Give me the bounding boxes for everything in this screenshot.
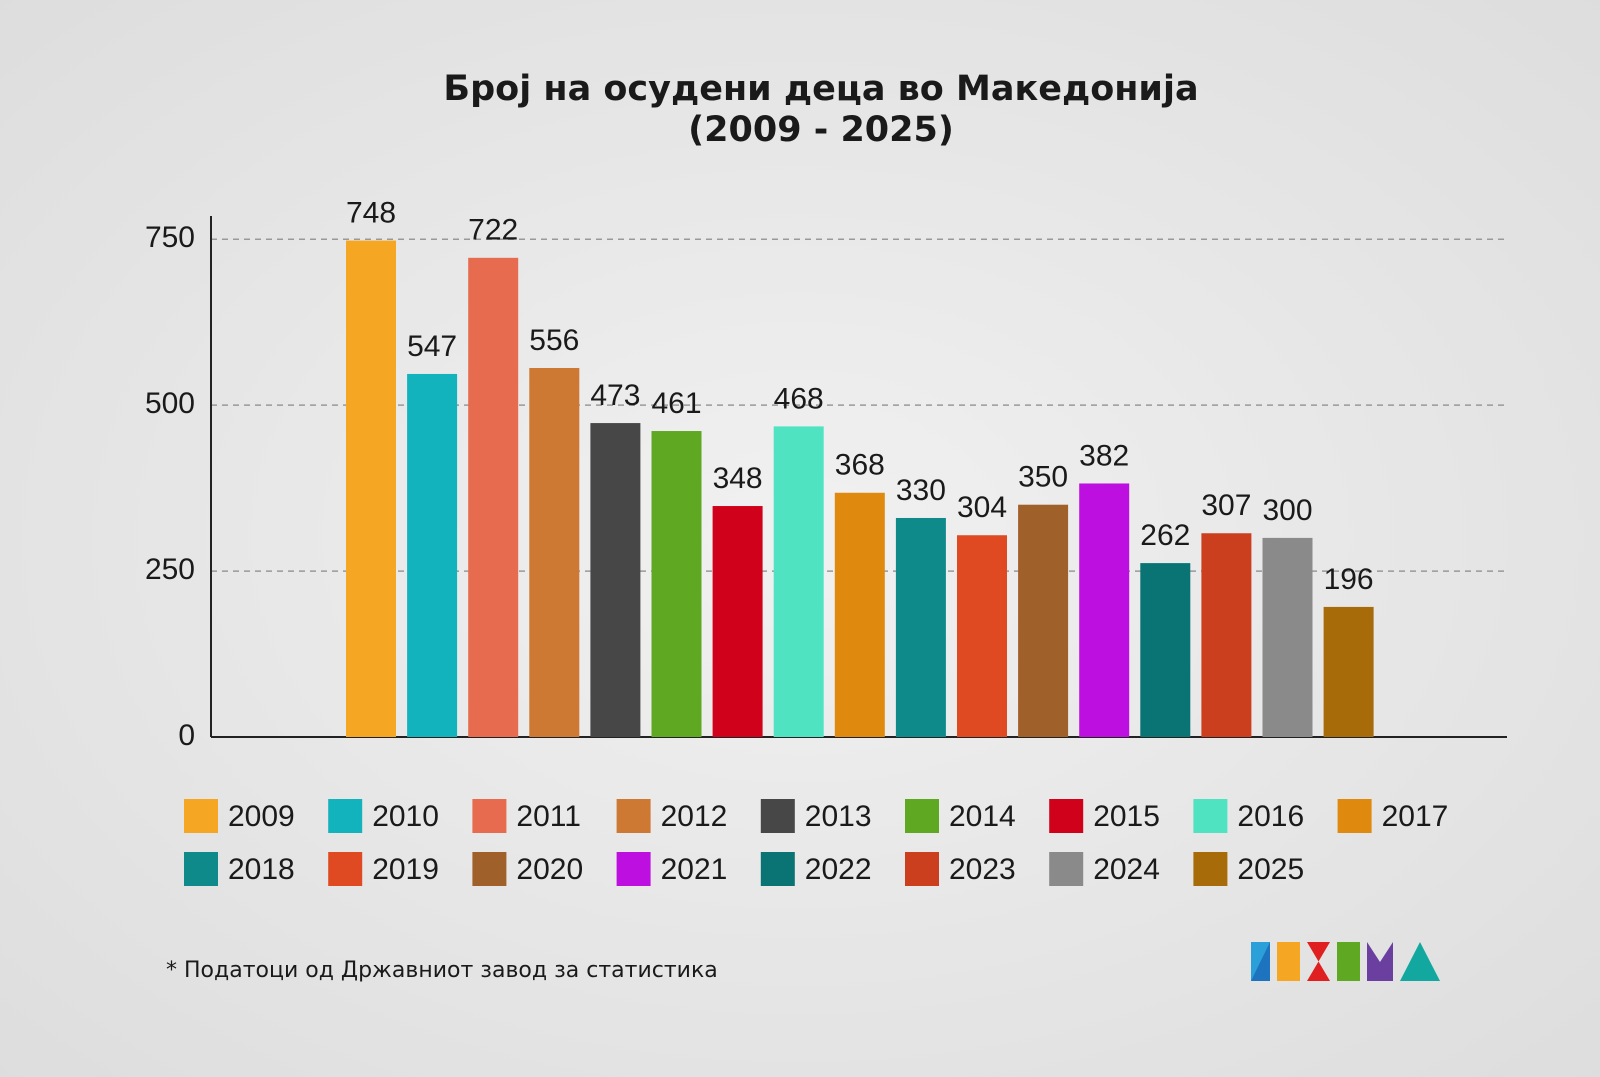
legend-swatch — [472, 852, 507, 886]
legend-swatch — [905, 852, 939, 886]
value-label: 300 — [1262, 494, 1312, 527]
y-tick-label: 0 — [178, 719, 195, 752]
bar — [1323, 606, 1374, 737]
bar — [407, 373, 458, 737]
y-tick-label: 750 — [145, 221, 195, 254]
value-label: 307 — [1201, 489, 1251, 522]
legend-label: 2022 — [805, 853, 872, 886]
legend-swatch — [760, 799, 795, 833]
chart-subtitle: (2009 - 2025) — [688, 110, 954, 150]
value-label: 196 — [1324, 563, 1374, 596]
value-label: 468 — [774, 382, 824, 415]
legend-swatch — [328, 799, 363, 833]
bar — [712, 506, 763, 737]
legend-label: 2011 — [516, 800, 581, 833]
value-label: 350 — [1018, 461, 1068, 494]
legend-label: 2024 — [1093, 853, 1160, 886]
value-label: 547 — [407, 330, 457, 363]
chart-title: Број на осудени деца во Македонија — [443, 69, 1198, 109]
bar — [834, 492, 885, 737]
bar — [895, 517, 946, 737]
legend-swatch — [616, 799, 651, 833]
bar — [651, 431, 702, 737]
bar — [590, 423, 641, 737]
legend-label: 2018 — [228, 853, 295, 886]
value-label: 382 — [1079, 439, 1129, 472]
value-label: 556 — [529, 324, 579, 357]
legend-label: 2019 — [372, 853, 439, 886]
legend-swatch — [616, 852, 651, 886]
bar — [1140, 563, 1191, 737]
bar — [529, 367, 580, 737]
legend-swatch — [760, 852, 795, 886]
legend-label: 2009 — [228, 800, 295, 833]
bar — [346, 240, 396, 737]
value-label: 748 — [346, 196, 396, 229]
legend-swatch — [328, 852, 363, 886]
legend-label: 2025 — [1237, 853, 1304, 886]
legend-label: 2017 — [1382, 800, 1449, 833]
legend-label: 2016 — [1237, 800, 1304, 833]
bar — [1018, 504, 1069, 737]
bar — [1201, 533, 1252, 737]
value-label: 262 — [1140, 519, 1190, 552]
value-label: 330 — [896, 474, 946, 507]
legend-swatch — [1049, 852, 1084, 886]
legend-label: 2012 — [661, 800, 728, 833]
legend-label: 2020 — [516, 853, 583, 886]
legend-swatch — [184, 852, 218, 886]
legend-label: 2014 — [949, 800, 1016, 833]
value-label: 304 — [957, 491, 1007, 524]
value-label: 368 — [835, 449, 885, 482]
bar — [773, 426, 824, 737]
value-label: 473 — [590, 379, 640, 412]
legend-label: 2015 — [1093, 800, 1160, 833]
legend-label: 2013 — [805, 800, 872, 833]
bar — [468, 257, 519, 737]
legend-label: 2010 — [372, 800, 439, 833]
legend-label: 2021 — [661, 853, 728, 886]
legend-swatch — [472, 799, 507, 833]
bar — [1262, 537, 1313, 737]
legend-swatch — [1193, 799, 1228, 833]
y-tick-label: 250 — [145, 553, 195, 586]
y-tick-label: 500 — [145, 387, 195, 420]
legend-swatch — [184, 799, 218, 833]
logo — [1251, 942, 1440, 981]
legend-swatch — [905, 799, 939, 833]
legend-swatch — [1337, 799, 1372, 833]
value-label: 461 — [651, 387, 701, 420]
value-label: 722 — [468, 214, 518, 247]
value-label: 348 — [713, 462, 763, 495]
legend-label: 2023 — [949, 853, 1016, 886]
bar — [1079, 483, 1130, 737]
legend-swatch — [1193, 852, 1228, 886]
bar — [957, 535, 1007, 737]
legend-swatch — [1049, 799, 1084, 833]
footnote: * Податоци од Државниот завод за статист… — [166, 958, 718, 983]
